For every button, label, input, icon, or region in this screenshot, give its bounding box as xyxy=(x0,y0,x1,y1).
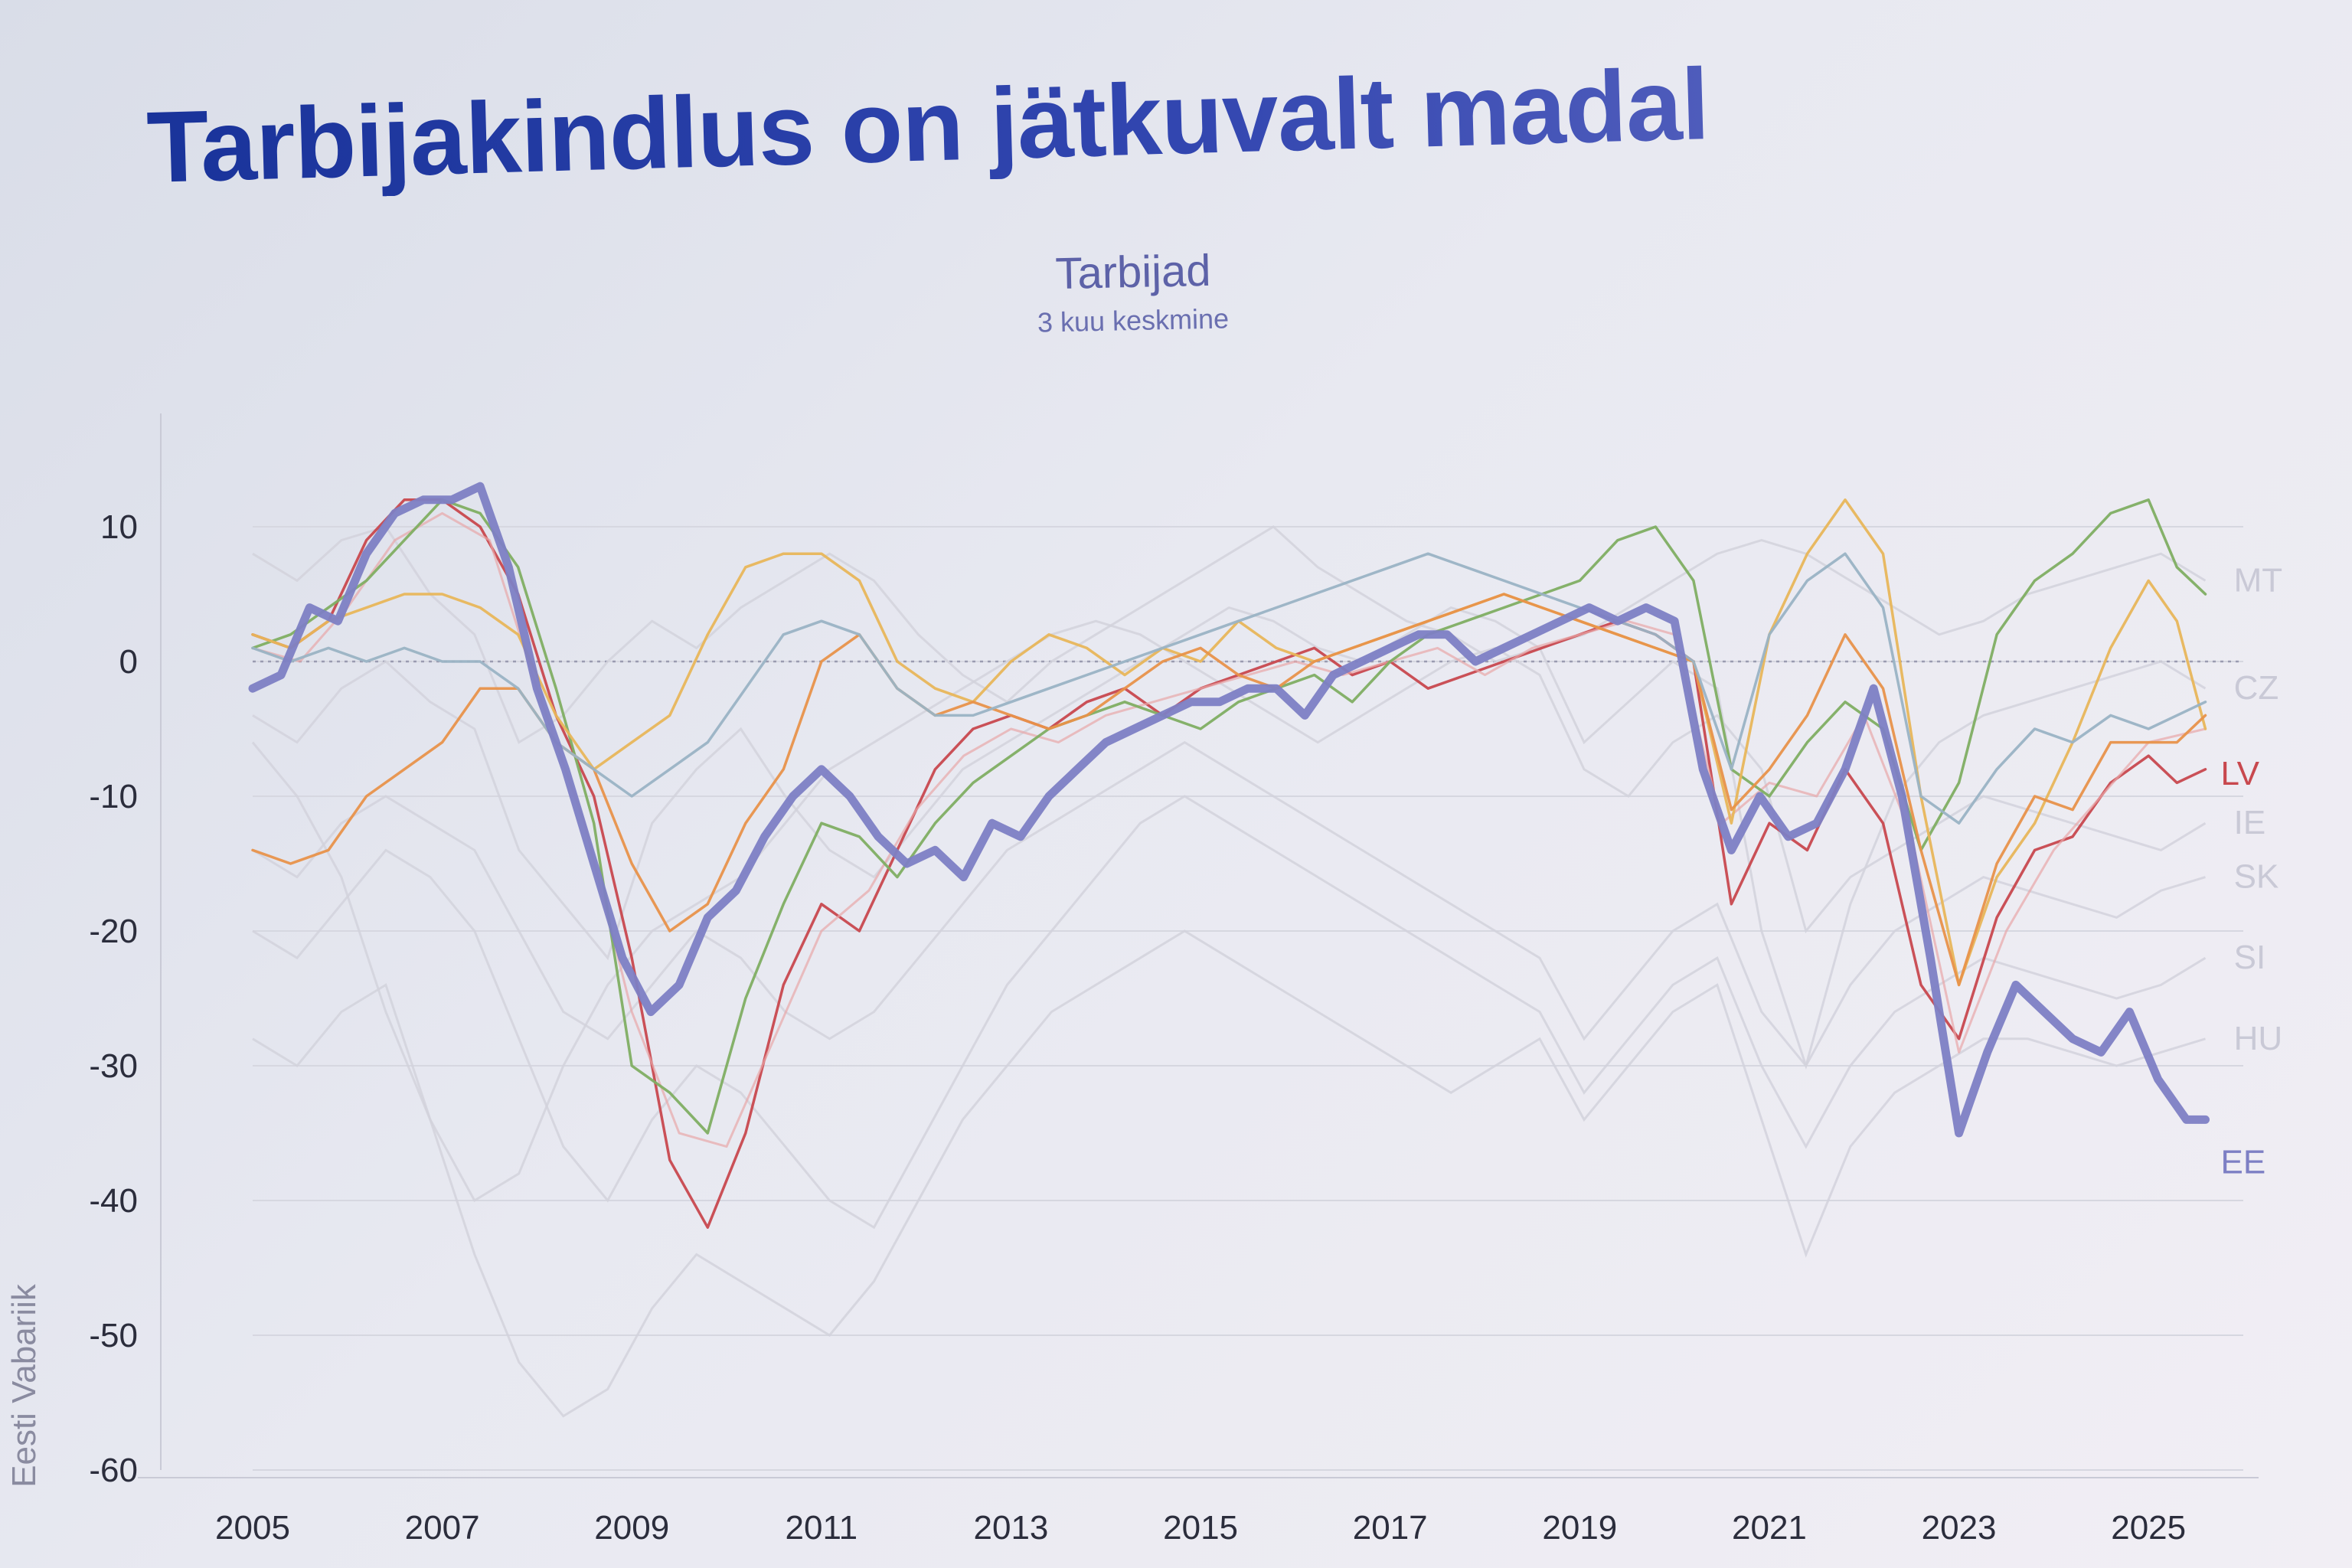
y-tick-label: -50 xyxy=(89,1317,138,1354)
x-tick-label: 2017 xyxy=(1353,1509,1428,1547)
y-tick-label: 0 xyxy=(119,643,138,681)
axes: 10 0 -10 -20 -30 -40 -50 -60 2005 2007 2009 2011 201… xyxy=(5,413,2259,1547)
series-line-ee xyxy=(248,482,2210,1138)
y-tick-label: -10 xyxy=(89,778,138,815)
series-labels: MT CZ IE SK SI HU LV EE xyxy=(2220,561,2282,1181)
series-label-ie: IE xyxy=(2234,804,2266,841)
series-line-extra-5 xyxy=(251,552,2207,825)
series-label-si: SI xyxy=(2234,939,2266,976)
background-series xyxy=(251,525,2207,1418)
series-line-ie xyxy=(251,619,2207,1203)
series-line-sk xyxy=(252,740,2206,1068)
x-tick-label: 2011 xyxy=(786,1509,858,1547)
x-tick-label: 2009 xyxy=(594,1509,669,1547)
x-tick-label: 2025 xyxy=(2111,1509,2186,1547)
series-line-mt xyxy=(252,525,2207,744)
series-label-hu: HU xyxy=(2234,1020,2283,1057)
foreground-series xyxy=(248,482,2210,1229)
x-tick-label: 2019 xyxy=(1542,1509,1617,1547)
series-label-mt: MT xyxy=(2234,561,2283,599)
series-label-lv: LV xyxy=(2220,755,2259,792)
x-tick-label: 2007 xyxy=(405,1509,480,1547)
y-axis-label: Eesti Vabariik xyxy=(5,1283,43,1488)
y-tick-label: -40 xyxy=(89,1182,138,1220)
x-tick-label: 2015 xyxy=(1163,1509,1238,1547)
series-line-hu xyxy=(252,929,2206,1418)
series-label-sk: SK xyxy=(2234,858,2279,896)
y-tick-label: 10 xyxy=(100,508,138,546)
y-tick-label: -30 xyxy=(89,1047,138,1085)
x-tick-label: 2013 xyxy=(974,1509,1049,1547)
x-tick-label: 2021 xyxy=(1732,1509,1807,1547)
x-tick-label: 2023 xyxy=(1922,1509,1997,1547)
y-tick-label: -20 xyxy=(89,913,138,950)
series-line-extra-3 xyxy=(251,498,2207,987)
grid xyxy=(253,526,2243,1471)
series-line-cz xyxy=(252,606,2207,1070)
series-line-si xyxy=(252,795,2207,1230)
x-tick-label: 2005 xyxy=(215,1509,290,1547)
series-label-ee: EE xyxy=(2220,1143,2265,1181)
series-label-cz: CZ xyxy=(2234,669,2279,707)
y-tick-label: -60 xyxy=(89,1452,138,1489)
